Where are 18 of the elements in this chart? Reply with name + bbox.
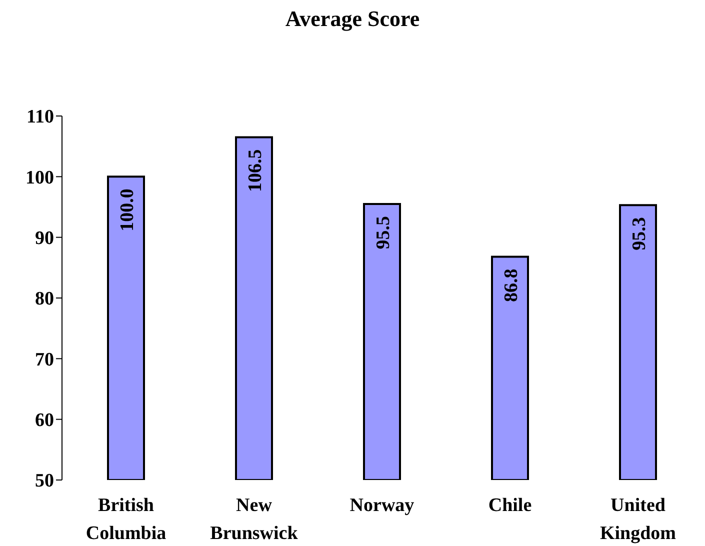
data-label: 100.0 (117, 188, 138, 232)
y-tick-label: 70 (35, 349, 54, 370)
y-tick-label: 90 (35, 228, 54, 250)
x-tick-label: Chile (488, 495, 532, 516)
x-tick-label: British Columbia (86, 495, 167, 544)
y-tick-label: 50 (35, 470, 54, 492)
data-label: 95.5 (373, 216, 394, 250)
data-label: 106.5 (245, 149, 266, 192)
y-tick-label: 60 (35, 410, 54, 432)
y-tick-label: 100 (26, 167, 54, 188)
y-tick-label: 110 (26, 106, 54, 128)
x-tick-label: Norway (350, 495, 415, 516)
data-label: 95.3 (629, 217, 650, 250)
x-tick-label: United Kingdom (600, 495, 676, 544)
data-label: 86.8 (501, 268, 522, 302)
chart-title: Average Score (284, 6, 421, 32)
y-tick-label: 80 (35, 288, 54, 310)
x-tick-label: New Brunswick (210, 495, 298, 544)
